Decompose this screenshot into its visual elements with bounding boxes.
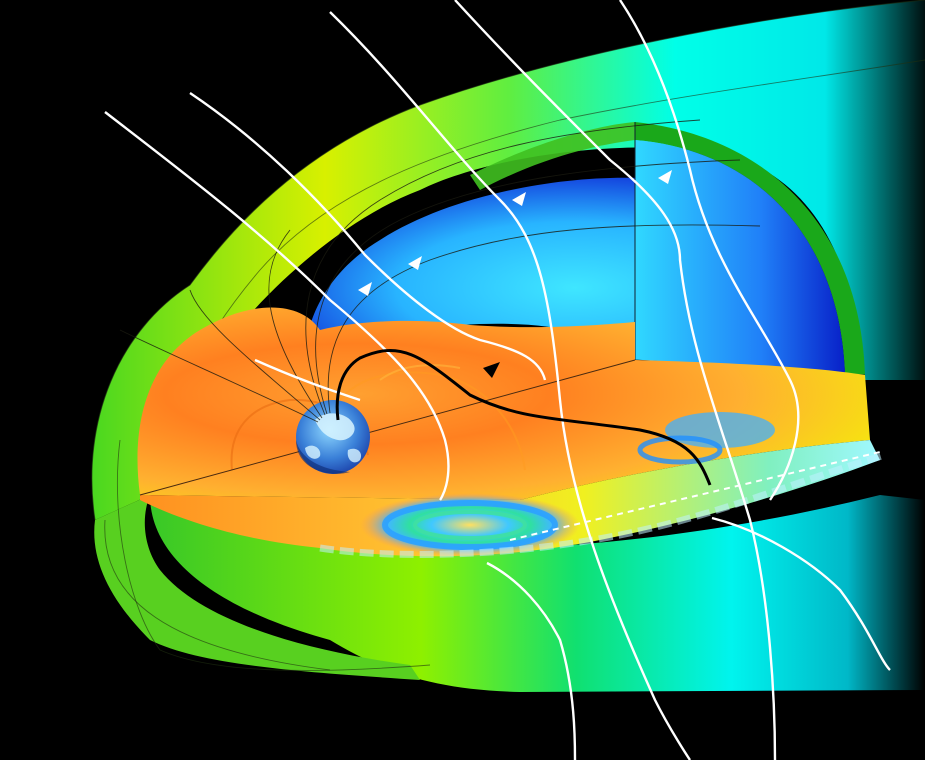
earth-landmass-3 (347, 448, 362, 463)
dipole-line-1 (189, 289, 321, 421)
plasma-sheet-slab (140, 440, 880, 557)
solar-wind-field-lines (104, 0, 891, 760)
shell-thickness-band-top (470, 122, 635, 190)
field-line-8 (254, 358, 361, 402)
flow-arrowhead (483, 362, 500, 378)
vortex-large-ring (382, 500, 558, 550)
field-line-3 (329, 11, 692, 760)
field-arrow-1 (358, 282, 372, 296)
earth-globe (296, 400, 370, 474)
dipole-line-4 (315, 159, 741, 415)
field-line-7 (711, 516, 891, 671)
field-arrow-3 (512, 192, 526, 206)
field-arrow-2 (408, 256, 422, 270)
shell-lower-body (150, 495, 925, 692)
shell-outline-3 (104, 519, 331, 671)
dipole-field-lines (119, 119, 761, 423)
earth-shadow (296, 440, 350, 474)
field-line-4 (454, 0, 777, 760)
dipole-line-5 (119, 329, 319, 423)
outer-magnetopause-shell (91, 0, 925, 692)
shell-outline-1 (91, 0, 925, 521)
reconnection-x-line (509, 451, 881, 541)
field-arrow-4 (658, 170, 672, 184)
plasma-axis-line (139, 359, 636, 496)
lobe-right-wedge (635, 140, 845, 375)
vortex-small-ring (637, 435, 723, 465)
field-line-1 (104, 111, 450, 501)
shell-upper-body (91, 0, 925, 520)
plasma-inner-arc-3 (379, 364, 461, 381)
earth-landmass-1 (315, 413, 355, 441)
shell-nose-rim (94, 495, 420, 680)
earthward-flow-arrow (335, 349, 712, 486)
shell-thickness-band (635, 122, 865, 375)
shell-outline-4 (116, 439, 431, 671)
vortex-small (665, 412, 775, 448)
vortex-large-inner (413, 510, 527, 540)
dipole-line-6 (327, 224, 761, 414)
field-line-5 (619, 0, 800, 501)
field-line-6 (486, 561, 577, 760)
plasma-inner-arc-2 (339, 371, 526, 471)
earth-landmass-2 (305, 445, 321, 459)
field-line-arrowheads (358, 170, 672, 296)
dipole-line-2 (268, 229, 323, 419)
dipole-line-3 (305, 119, 701, 416)
field-line-2 (189, 92, 547, 381)
plasmoid-vortices (319, 412, 886, 558)
sheet-fuzzy-edge (319, 451, 886, 558)
